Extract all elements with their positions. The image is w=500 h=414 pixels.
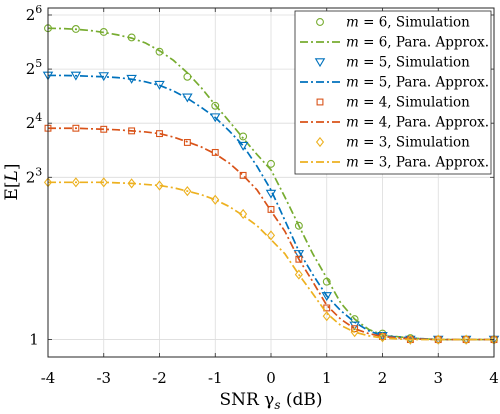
sim-point-m3 <box>266 230 276 241</box>
legend-entry-m5-approx: m = 5, Para. Approx. <box>300 75 489 91</box>
legend-label: m = 5, Para. Approx. <box>346 75 489 91</box>
legend-entry-m6-approx: m = 6, Para. Approx. <box>300 35 489 51</box>
approx-line-m4 <box>48 127 494 341</box>
sim-point-m5 <box>126 74 137 84</box>
legend-label: m = 5, Simulation <box>346 55 470 71</box>
x-tick-label: -3 <box>96 369 111 387</box>
approx-line-m5 <box>48 74 494 341</box>
sim-point-m6 <box>294 221 303 230</box>
sim-point-m6 <box>239 132 248 141</box>
legend-entry-m3-sim: m = 3, Simulation <box>315 135 470 151</box>
y-tick-label: 26 <box>26 3 43 24</box>
sim-point-m4 <box>183 139 191 146</box>
sim-point-m3 <box>434 334 443 345</box>
sim-point-m6 <box>71 25 80 33</box>
legend-marker <box>316 98 324 106</box>
legend-entry-m6-sim: m = 6, Simulation <box>316 15 470 31</box>
y-axis-title: E[L] <box>2 164 22 201</box>
sim-point-m6 <box>127 33 136 42</box>
x-tick-label: 3 <box>433 369 443 387</box>
sim-point-m3 <box>350 327 359 338</box>
sim-point-m6 <box>211 101 220 110</box>
sim-point-m5 <box>237 141 249 151</box>
legend-label: m = 3, Simulation <box>346 135 470 151</box>
approx-line-m6 <box>47 27 494 341</box>
legend-entry-m5-sim: m = 5, Simulation <box>314 55 470 71</box>
legend-label: m = 4, Simulation <box>346 95 470 111</box>
sim-point-m3 <box>378 332 387 343</box>
legend-label: m = 3, Para. Approx. <box>346 155 489 171</box>
sim-point-m4 <box>128 127 136 135</box>
sim-point-m4 <box>100 125 108 133</box>
legend-entry-m4-sim: m = 4, Simulation <box>316 95 470 111</box>
sim-point-m5 <box>154 80 165 90</box>
sim-point-m6 <box>322 277 331 286</box>
legend-label: m = 6, Para. Approx. <box>346 35 489 51</box>
sim-point-m6 <box>99 28 108 36</box>
sim-point-m3 <box>127 178 136 189</box>
x-tick-label: 2 <box>378 369 388 387</box>
sim-point-m5 <box>293 250 305 260</box>
sim-point-m4 <box>295 255 303 263</box>
y-tick-label: 23 <box>26 165 43 186</box>
sim-point-m4 <box>267 205 275 213</box>
y-tick-label: 24 <box>26 111 43 132</box>
sim-point-m5 <box>70 71 82 81</box>
legend-marker <box>315 136 325 148</box>
sim-point-m4 <box>211 148 219 156</box>
x-axis-title-unit: (dB) <box>281 390 323 410</box>
sim-point-m3 <box>183 186 192 197</box>
legend-marker <box>314 58 326 68</box>
legend-entries: m = 6, Simulation m = 6, Para. Approx. m =… <box>300 15 489 171</box>
sim-point-m6 <box>183 72 192 81</box>
series-layer <box>42 24 500 345</box>
x-tick-label: -4 <box>41 369 56 387</box>
sim-point-m3 <box>322 311 331 322</box>
legend-box <box>294 10 492 175</box>
approx-line-m3 <box>48 181 494 341</box>
sim-point-m5 <box>209 113 221 123</box>
legend: m = 6, Simulation m = 6, Para. Approx. m =… <box>294 10 492 175</box>
y-tick-label: 1 <box>29 331 39 349</box>
x-tick-label: 0 <box>266 369 276 387</box>
x-tick-label: 4 <box>489 369 499 387</box>
legend-label: m = 4, Para. Approx. <box>346 115 489 131</box>
x-tick-label: 1 <box>322 369 332 387</box>
sim-point-m4 <box>72 124 80 132</box>
x-axis-title: SNR γs (dB) <box>219 390 322 412</box>
sim-point-m3 <box>71 177 80 188</box>
sim-point-m3 <box>239 208 248 220</box>
sim-point-m3 <box>462 334 471 345</box>
sim-point-m3 <box>406 334 415 345</box>
legend-label: m = 6, Simulation <box>346 15 470 31</box>
legend-marker <box>316 18 324 26</box>
sim-point-m6 <box>155 47 164 56</box>
x-tick-label: -2 <box>152 369 167 387</box>
y-tick-label: 25 <box>26 57 43 78</box>
sim-point-m4 <box>156 130 163 138</box>
x-axis-title-subscript: s <box>274 398 280 412</box>
sim-point-m4 <box>239 171 247 179</box>
sim-point-m5 <box>265 189 277 199</box>
sim-point-m5 <box>98 72 110 82</box>
sim-point-m5 <box>182 93 193 103</box>
sim-point-m3 <box>99 177 108 188</box>
sim-point-m3 <box>211 194 220 205</box>
sim-point-m3 <box>155 180 164 191</box>
legend-entry-m4-approx: m = 4, Para. Approx. <box>300 115 489 131</box>
x-tick-label: -1 <box>208 369 223 387</box>
sim-point-m5 <box>321 292 333 302</box>
sim-point-m6 <box>267 159 275 168</box>
sim-point-m3 <box>294 269 303 280</box>
legend-entry-m3-approx: m = 3, Para. Approx. <box>300 155 489 171</box>
